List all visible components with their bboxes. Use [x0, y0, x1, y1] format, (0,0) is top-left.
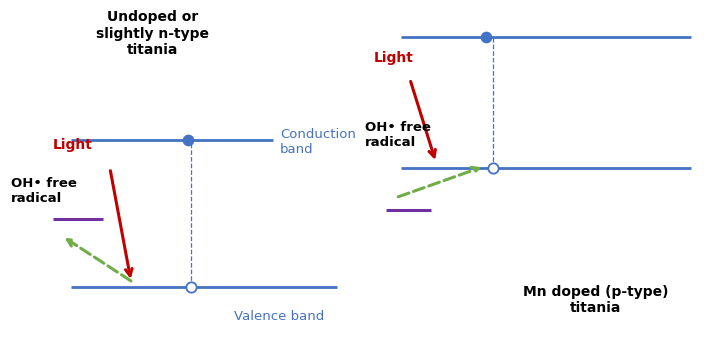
- Point: [487, 165, 498, 171]
- Text: OH• free
radical: OH• free radical: [11, 177, 77, 205]
- Text: Mn doped (p-type)
titania: Mn doped (p-type) titania: [523, 285, 669, 315]
- Text: Valence band: Valence band: [234, 310, 324, 323]
- Point: [186, 284, 197, 290]
- Point: [182, 137, 194, 143]
- Text: Undoped or
slightly n-type
titania: Undoped or slightly n-type titania: [96, 10, 209, 57]
- Text: Light: Light: [374, 51, 413, 65]
- Point: [480, 34, 491, 40]
- Text: Conduction
band: Conduction band: [280, 128, 356, 156]
- Text: Light: Light: [53, 138, 93, 152]
- Text: OH• free
radical: OH• free radical: [365, 121, 431, 149]
